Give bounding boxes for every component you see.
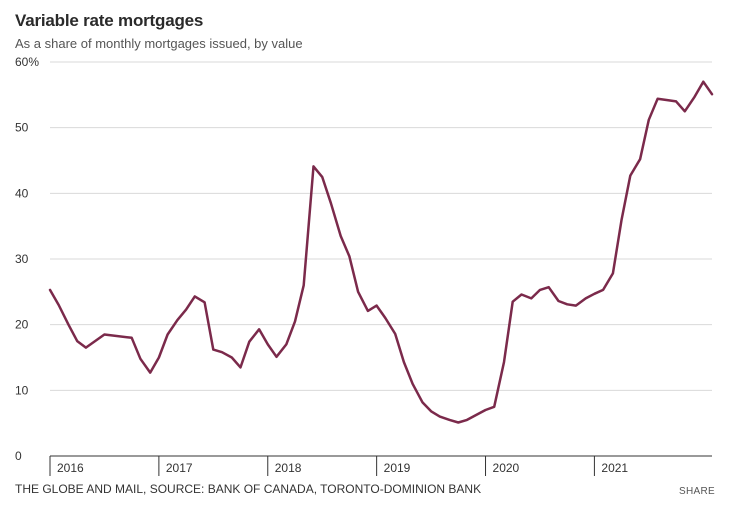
y-tick-label: 40 xyxy=(15,186,29,200)
y-tick-label: 60% xyxy=(15,55,39,69)
series-line xyxy=(48,80,714,424)
line-chart: 0 10 20 30 40 50 60% 2016 2017 2018 2019 2020 2021 xyxy=(15,55,714,476)
x-tick-label: 2019 xyxy=(384,461,411,475)
x-tick-label: 2017 xyxy=(166,461,193,475)
x-tick-label: 2021 xyxy=(601,461,628,475)
x-tick-label: 2020 xyxy=(493,461,520,475)
y-tick-label: 10 xyxy=(15,383,29,397)
y-tick-label: 0 xyxy=(15,449,22,463)
y-tick-label: 30 xyxy=(15,252,29,266)
share-button[interactable]: SHARE xyxy=(679,486,715,497)
y-tick-label: 50 xyxy=(15,121,29,135)
chart-title: Variable rate mortgages xyxy=(15,11,204,30)
chart-subtitle: As a share of monthly mortgages issued, … xyxy=(15,36,303,51)
source-credit: THE GLOBE AND MAIL, SOURCE: BANK OF CANA… xyxy=(15,482,482,496)
y-tick-label: 20 xyxy=(15,318,29,332)
x-tick-label: 2016 xyxy=(57,461,84,475)
x-tick-label: 2018 xyxy=(275,461,302,475)
